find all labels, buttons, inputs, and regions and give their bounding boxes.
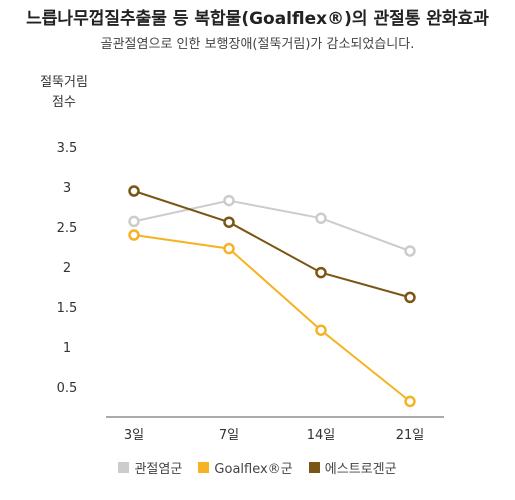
legend-label-estrogen: 에스트로겐군: [324, 462, 397, 477]
y-tick-label: 2: [63, 261, 71, 276]
x-tick-label: 14일: [307, 428, 336, 443]
series-line-goalflex: [133, 234, 411, 403]
data-point-goalflex: [223, 242, 235, 255]
y-tick-label: 1: [63, 341, 71, 356]
line-chart: 절뚝거림 점수 0.5 1 1.5 2 2.5 3 3.5 3일 7일 14일 21일: [40, 75, 444, 443]
y-axis-label-line-2: 점수: [52, 95, 76, 110]
chart-subtitle: 골관절염으로 인한 보행장애(절뚝거림)가 감소되었습니다.: [100, 37, 415, 52]
series-lines: [133, 190, 411, 403]
x-tick-labels: 3일 7일 14일 21일: [124, 428, 424, 443]
x-tick-label: 7일: [219, 428, 239, 443]
data-point-estrogen: [223, 216, 235, 228]
legend-swatch-goalflex: [198, 462, 210, 473]
y-axis-label-line-1: 절뚝거림: [40, 75, 88, 90]
legend-label-goalflex: Goalflex®군: [214, 462, 293, 477]
x-tick-label: 3일: [124, 428, 144, 443]
data-point-arthritis: [223, 194, 235, 207]
series-line-arthritis: [133, 199, 411, 252]
data-point-goalflex: [128, 229, 140, 241]
data-point-estrogen: [315, 266, 327, 279]
data-point-arthritis: [128, 215, 140, 228]
series-points: [128, 185, 416, 408]
data-point-arthritis: [404, 245, 416, 257]
legend-item-estrogen: 에스트로겐군: [308, 458, 397, 477]
legend-swatch-estrogen: [308, 462, 320, 473]
data-point-goalflex: [315, 324, 327, 336]
legend-swatch-arthritis: [118, 462, 130, 473]
data-point-estrogen: [404, 291, 416, 304]
y-tick-labels: 0.5 1 1.5 2 2.5 3 3.5: [57, 141, 78, 396]
y-tick-label: 2.5: [57, 221, 78, 236]
y-tick-label: 0.5: [57, 381, 78, 396]
legend-item-arthritis: 관절염군: [118, 458, 182, 477]
data-point-estrogen: [128, 185, 140, 197]
data-point-goalflex: [404, 395, 416, 408]
y-tick-label: 3.5: [57, 141, 78, 156]
series-line-estrogen: [133, 190, 411, 299]
y-tick-label: 3: [63, 181, 71, 196]
legend-label-arthritis: 관절염군: [134, 462, 183, 477]
chart-title: 느릅나무껍질추출물 등 복합물(Goalflex®)의 관절통 완화효과: [26, 9, 489, 29]
legend: 관절염군 Goalflex®군 에스트로겐군: [0, 458, 515, 477]
data-point-arthritis: [315, 212, 327, 224]
x-tick-label: 21일: [396, 428, 425, 443]
legend-item-goalflex: Goalflex®군: [198, 458, 293, 477]
y-tick-label: 1.5: [57, 301, 78, 316]
